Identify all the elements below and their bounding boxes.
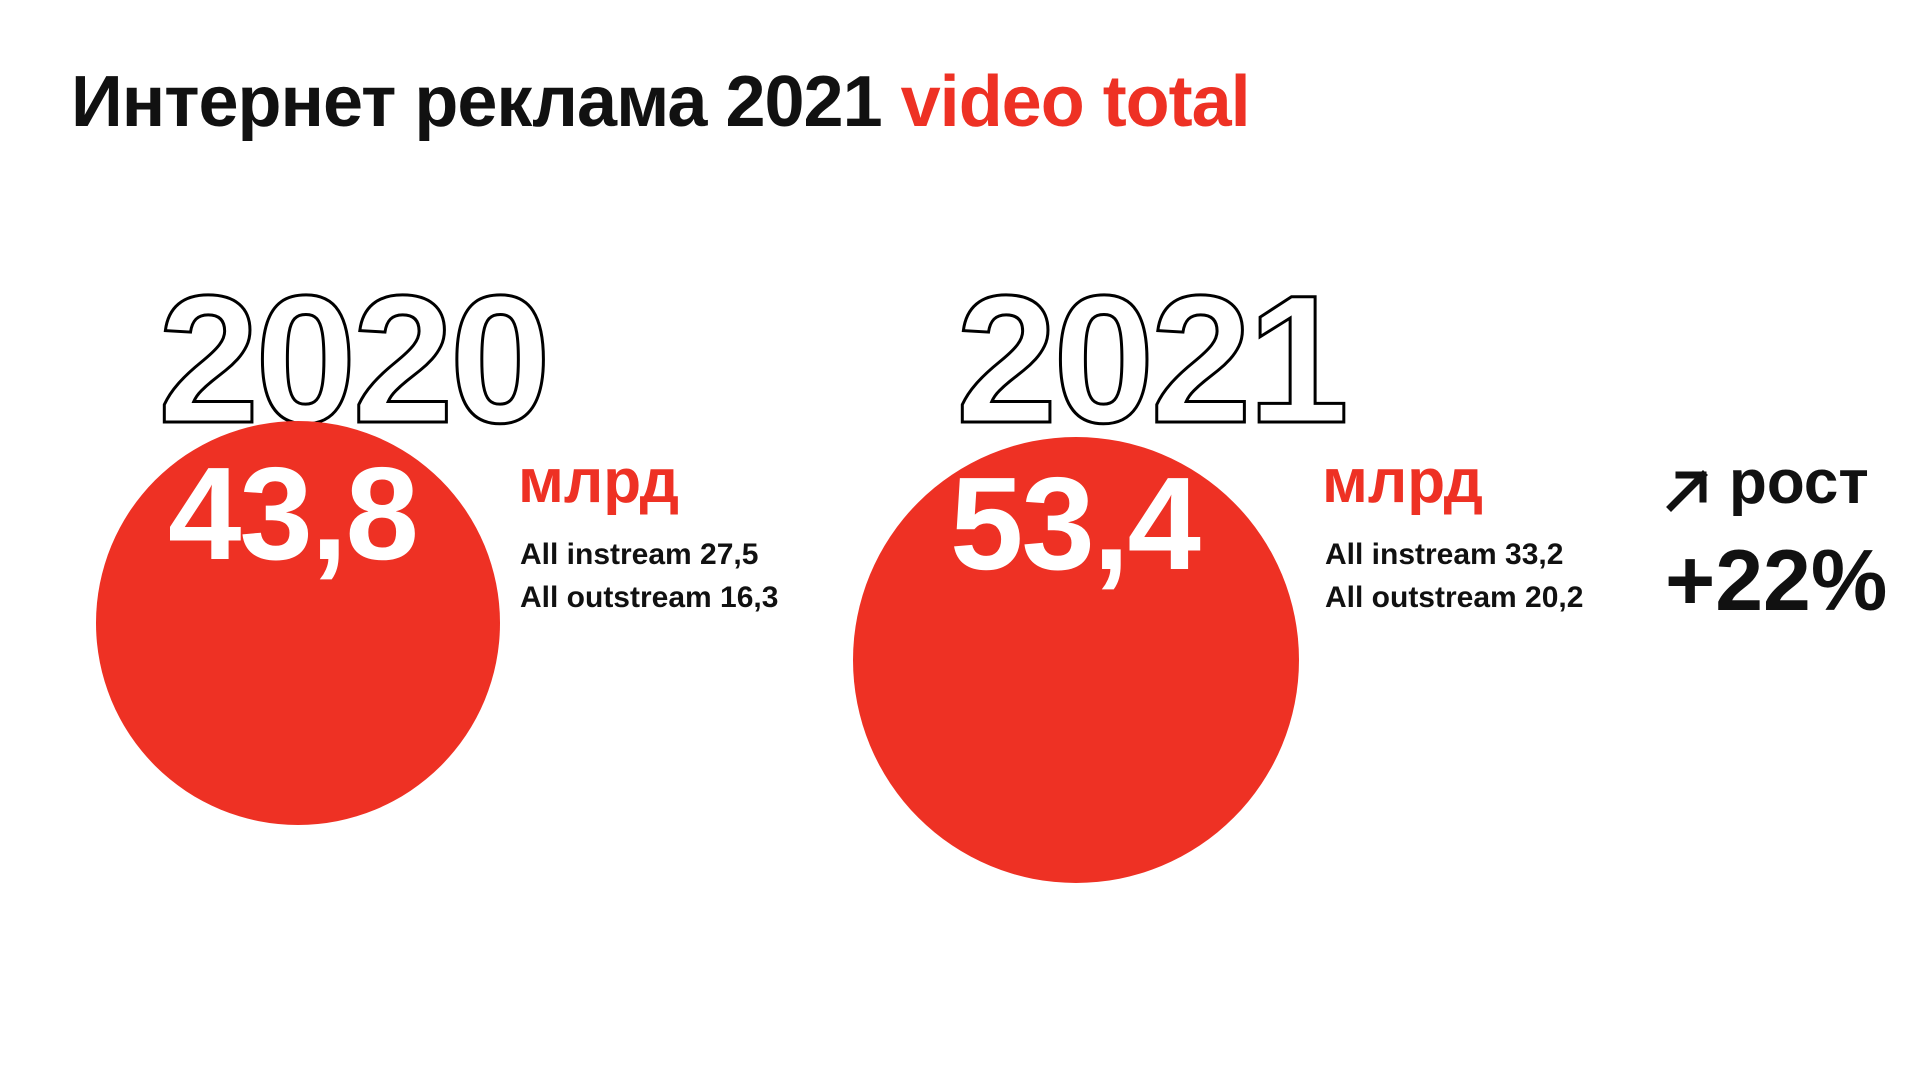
outstream-2021: All outstream 20,2	[1325, 581, 1584, 614]
bubble-2020	[96, 421, 500, 825]
breakdown-2020: All instream 27,5 All outstream 16,3	[520, 533, 778, 619]
growth-value: +22%	[1665, 533, 1888, 629]
value-label-2020: 43,8	[168, 440, 419, 587]
year-label-2021: 2021	[955, 257, 1351, 461]
growth-label: рост	[1665, 452, 1869, 514]
instream-2020: All instream 27,5	[520, 538, 759, 571]
year-label-2020: 2020	[157, 257, 553, 461]
title-accent: video total	[900, 62, 1251, 142]
instream-2021: All instream 33,2	[1325, 538, 1564, 571]
growth-label-text: рост	[1729, 448, 1869, 517]
arrow-up-right-icon	[1666, 470, 1708, 512]
bubble-2021	[853, 437, 1299, 883]
value-label-2021: 53,4	[950, 450, 1201, 597]
page-title: Интернет реклама 2021 video total	[71, 66, 1251, 138]
breakdown-2021: All instream 33,2 All outstream 20,2	[1325, 533, 1583, 619]
unit-label-2021: млрд	[1322, 447, 1483, 516]
unit-label-2020: млрд	[518, 447, 679, 516]
title-main: Интернет реклама 2021	[71, 62, 883, 142]
outstream-2020: All outstream 16,3	[520, 581, 779, 614]
